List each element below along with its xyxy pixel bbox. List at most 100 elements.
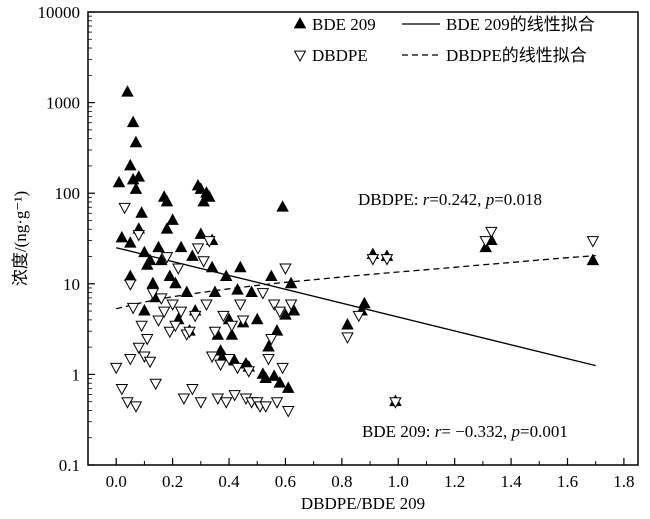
point-dbdpe	[140, 333, 154, 346]
point-dbdpe	[203, 236, 216, 248]
point-dbdpe	[166, 299, 179, 311]
point-dbdpe	[109, 362, 123, 375]
point-dbdpe	[143, 356, 157, 369]
y-tick-label: 0.1	[59, 456, 80, 475]
point-bde209	[129, 182, 143, 194]
legend-label-dbdpe: DBDPE	[312, 46, 368, 65]
point-bde209	[203, 190, 216, 202]
point-bde209	[180, 285, 193, 297]
point-dbdpe	[124, 279, 137, 291]
x-axis-title: DBDPE/BDE 209	[301, 494, 425, 513]
point-bde209	[160, 194, 174, 207]
x-tick-label: 1.6	[557, 472, 578, 491]
point-bde209	[155, 253, 168, 266]
point-dbdpe	[236, 315, 250, 327]
point-dbdpe	[282, 406, 295, 418]
point-dbdpe	[121, 397, 134, 409]
fit-line-dbdpe	[116, 254, 596, 310]
point-dbdpe	[160, 252, 174, 264]
point-bde209	[358, 296, 371, 309]
point-bde209	[276, 200, 289, 212]
point-dbdpe	[586, 236, 600, 248]
point-dbdpe	[124, 354, 137, 366]
point-bde209	[262, 340, 275, 352]
point-dbdpe	[267, 299, 281, 311]
legend-label-bde209: BDE 209	[312, 15, 376, 34]
point-dbdpe	[177, 393, 191, 405]
point-dbdpe	[366, 254, 380, 266]
point-bde209	[234, 260, 247, 273]
point-dbdpe	[118, 202, 131, 215]
point-dbdpe	[228, 390, 241, 402]
point-dbdpe	[194, 397, 208, 409]
legend-marker-dbdpe	[293, 50, 307, 63]
point-dbdpe	[219, 397, 233, 409]
point-dbdpe	[256, 288, 270, 300]
point-dbdpe	[479, 236, 492, 248]
fit-lines	[116, 247, 596, 367]
point-dbdpe	[276, 362, 289, 375]
point-dbdpe	[115, 384, 129, 396]
x-tick-label: 0.8	[331, 472, 352, 491]
point-dbdpe	[270, 397, 284, 409]
point-bde209	[132, 170, 146, 182]
point-dbdpe	[135, 320, 148, 333]
point-bde209	[126, 115, 140, 128]
point-dbdpe	[217, 310, 230, 323]
point-bde209	[219, 269, 233, 282]
point-bde209	[115, 230, 129, 243]
y-tick-label: 10000	[38, 3, 81, 22]
point-dbdpe	[129, 401, 143, 413]
annotation-bde209: BDE 209: r= −0.332, p=0.001	[362, 422, 568, 441]
legend: BDE 209 BDE 209的线性拟合 DBDPE DBDPE的线性拟合	[293, 15, 595, 65]
x-tick-label: 0.4	[218, 472, 240, 491]
point-dbdpe	[265, 333, 278, 346]
point-bde209	[121, 85, 134, 97]
point-bde209	[112, 175, 126, 188]
point-dbdpe	[211, 393, 224, 405]
point-dbdpe	[259, 401, 272, 413]
point-dbdpe	[380, 254, 394, 266]
point-dbdpe	[169, 320, 182, 333]
point-bde209	[194, 182, 208, 194]
point-dbdpe	[231, 362, 244, 375]
legend-label-dbdpe-fit: DBDPE的线性拟合	[446, 46, 587, 65]
point-dbdpe	[157, 306, 171, 319]
point-dbdpe	[242, 366, 256, 378]
annotation-dbdpe: DBDPE: r=0.242, p=0.018	[358, 190, 542, 209]
point-dbdpe	[155, 293, 168, 305]
legend-marker-bde209	[293, 16, 307, 29]
point-dbdpe	[174, 306, 188, 319]
plot-frame	[87, 11, 639, 466]
x-tick-label: 1.4	[500, 472, 522, 491]
point-dbdpe	[262, 354, 275, 366]
y-tick-label: 1000	[46, 94, 80, 113]
point-bde209	[205, 260, 219, 273]
point-dbdpe	[132, 230, 146, 242]
point-bde209	[138, 245, 151, 258]
point-bde209	[169, 276, 182, 289]
point-bde209	[146, 276, 160, 289]
point-bde209	[273, 376, 287, 388]
point-bde209	[284, 276, 298, 289]
point-dbdpe	[279, 263, 292, 275]
point-bde209	[143, 253, 157, 266]
point-bde209	[225, 328, 239, 340]
point-dbdpe	[208, 326, 222, 339]
point-dbdpe	[341, 332, 354, 344]
point-bde209	[138, 304, 151, 316]
x-tick-label: 1.8	[613, 472, 634, 491]
point-bde209	[245, 285, 258, 297]
point-bde209	[135, 206, 148, 218]
point-dbdpe	[186, 384, 199, 396]
point-bde209	[124, 236, 137, 248]
point-dbdpe	[205, 351, 219, 363]
point-bde209	[152, 240, 165, 253]
point-dbdpe	[188, 310, 202, 323]
point-bde209	[194, 227, 208, 239]
x-tick-label: 0.6	[275, 472, 296, 491]
point-bde209	[124, 158, 137, 171]
point-dbdpe	[389, 397, 402, 409]
y-tick-label: 100	[55, 184, 81, 203]
